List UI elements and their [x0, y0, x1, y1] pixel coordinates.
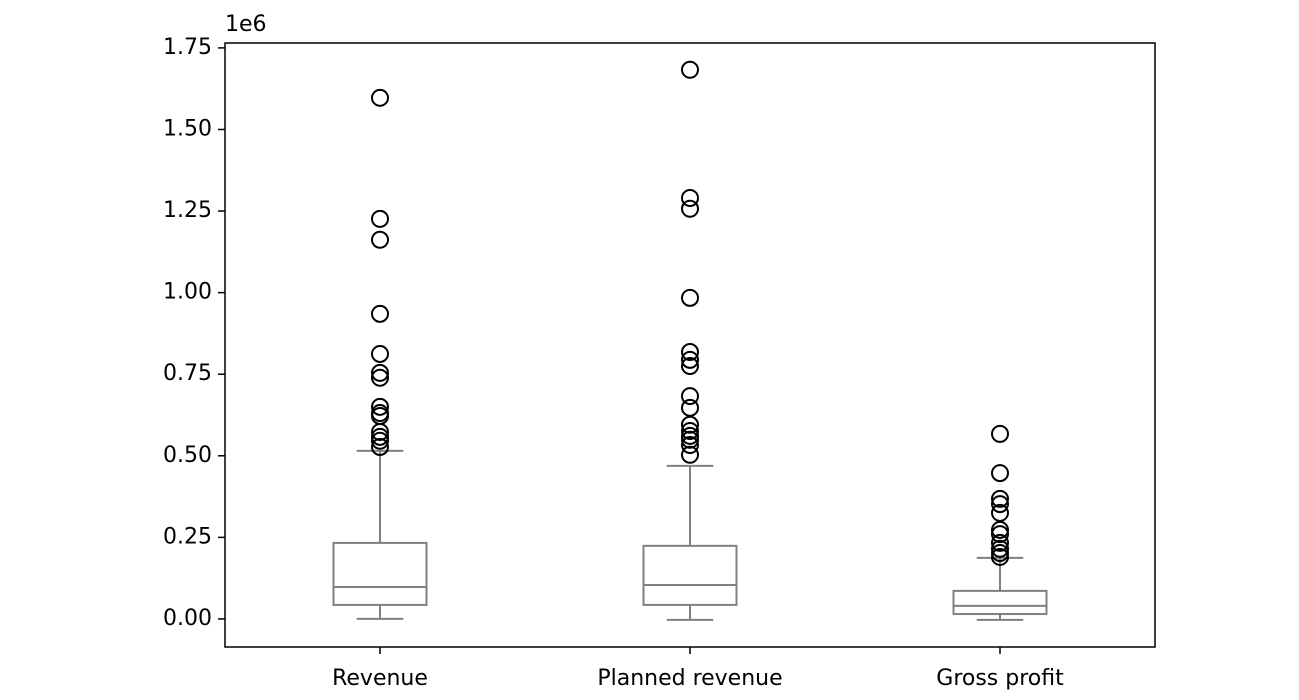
outlier: [371, 368, 389, 387]
outlier: [991, 495, 1009, 514]
outlier: [991, 520, 1009, 539]
outlier: [371, 363, 389, 382]
outlier: [681, 343, 699, 362]
plot-frame: [224, 42, 1156, 648]
outlier: [371, 209, 389, 228]
outlier: [991, 424, 1009, 443]
outlier: [991, 547, 1009, 566]
outlier: [681, 445, 699, 464]
outlier: [991, 525, 1009, 544]
x-tick-label: Planned revenue: [597, 666, 782, 691]
outlier: [371, 431, 389, 450]
outlier: [991, 489, 1009, 508]
outlier: [681, 199, 699, 218]
outlier: [371, 304, 389, 323]
y-tick-label: 1.25: [163, 198, 212, 223]
outlier: [681, 387, 699, 406]
x-tick-label: Revenue: [332, 666, 428, 691]
box: [332, 541, 428, 606]
outlier: [371, 230, 389, 249]
y-tick-label: 1.75: [163, 35, 212, 60]
y-tick-label: 1.50: [163, 116, 212, 141]
outlier: [681, 288, 699, 307]
y-tick-label: 1.00: [163, 280, 212, 305]
outlier: [681, 436, 699, 455]
outlier: [681, 357, 699, 376]
outlier: [371, 344, 389, 363]
outlier: [371, 437, 389, 456]
offset-label: 1e6: [225, 12, 267, 37]
y-tick-label: 0.50: [163, 443, 212, 468]
outlier: [681, 188, 699, 207]
y-tick-label: 0.25: [163, 524, 212, 549]
outlier: [371, 88, 389, 107]
box: [642, 544, 738, 606]
outlier: [371, 397, 389, 416]
outlier: [681, 60, 699, 79]
outlier: [681, 421, 699, 440]
x-tick-label: Gross profit: [936, 666, 1064, 691]
outlier: [681, 350, 699, 369]
y-tick-label: 0.75: [163, 361, 212, 386]
box: [952, 589, 1048, 616]
outlier: [991, 464, 1009, 483]
outlier: [991, 533, 1009, 552]
y-tick-label: 0.00: [163, 606, 212, 631]
outlier: [991, 539, 1009, 558]
